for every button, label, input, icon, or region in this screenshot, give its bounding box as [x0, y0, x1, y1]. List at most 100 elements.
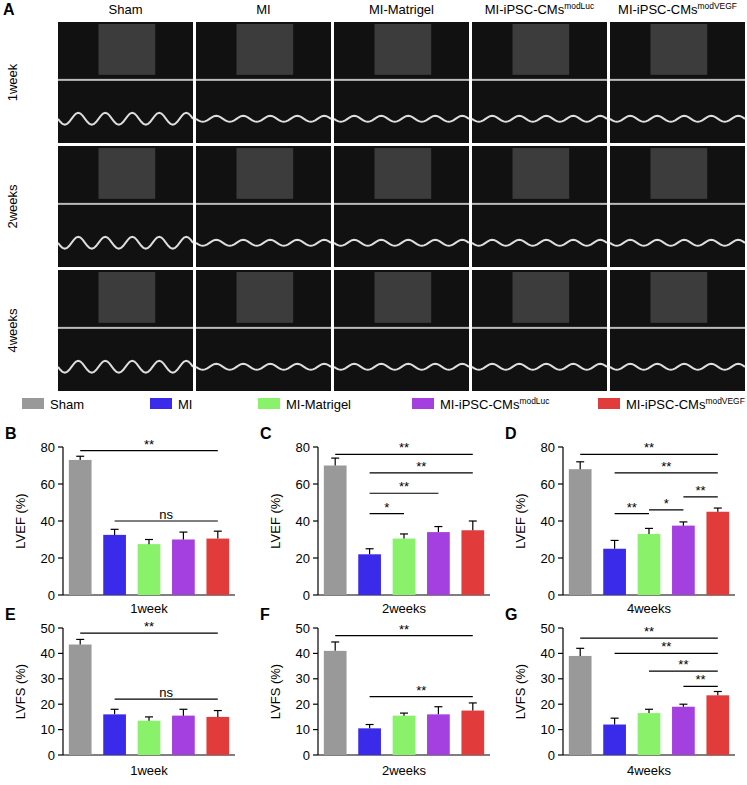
y-tick-label: 40 — [41, 646, 55, 661]
error-bar — [714, 508, 722, 512]
y-tick-label: 10 — [541, 722, 555, 737]
bar — [393, 716, 416, 755]
bar — [672, 526, 695, 595]
y-tick-label: 40 — [296, 646, 310, 661]
error-stem — [369, 549, 370, 555]
error-stem — [438, 707, 439, 715]
label-main: MI-iPSC-CMs — [485, 2, 565, 17]
plot-area — [69, 639, 229, 755]
bar — [706, 512, 729, 595]
error-cap — [469, 520, 477, 521]
echo-image — [472, 22, 607, 143]
y-tick — [58, 754, 63, 755]
label-sup: modLuc — [519, 396, 549, 406]
significance-label: ** — [644, 440, 654, 455]
plot-area — [324, 458, 484, 595]
label: MI — [178, 397, 192, 412]
row-label: 1week — [5, 63, 20, 101]
y-tick-label: 0 — [548, 588, 555, 603]
y-tick-label: 0 — [48, 748, 55, 763]
chart: FLVFS (%)010203040502weeks**** — [260, 606, 490, 778]
echo-mmode — [610, 364, 745, 370]
bar — [172, 540, 195, 596]
bar — [172, 716, 195, 755]
plot-area — [69, 456, 229, 595]
y-tick-label: 30 — [41, 671, 55, 686]
error-bar — [576, 648, 584, 656]
bar — [461, 711, 484, 755]
error-cap — [331, 458, 339, 459]
echo-bmode — [237, 24, 294, 75]
y-tick — [58, 678, 63, 679]
y-tick-label: 20 — [41, 551, 55, 566]
bar — [103, 535, 126, 595]
echo-divider — [58, 79, 193, 81]
echo-bmode — [651, 24, 708, 75]
axis-title: LVEF (%) — [513, 493, 528, 548]
echo-mmode — [472, 116, 607, 122]
y-tick — [313, 704, 318, 705]
error-stem — [183, 532, 184, 539]
label: MI — [256, 2, 270, 17]
error-cap — [434, 526, 442, 527]
error-bar — [145, 540, 153, 545]
y-tick — [313, 729, 318, 730]
bar — [638, 713, 661, 755]
y-axis — [562, 628, 563, 755]
error-bar — [366, 725, 374, 729]
echo-bmode — [375, 148, 432, 199]
y-tick — [558, 483, 563, 484]
error-cap — [366, 724, 374, 725]
chart: ELVFS (%)010203040501week**ns — [5, 606, 235, 778]
label-sup: modLuc — [564, 1, 594, 11]
error-stem — [472, 703, 473, 711]
echo-bmode — [375, 272, 432, 323]
y-tick — [313, 594, 318, 595]
y-tick-label: 0 — [303, 748, 310, 763]
y-tick — [313, 754, 318, 755]
y-tick-label: 20 — [541, 551, 555, 566]
error-bar — [366, 549, 374, 555]
echo-bmode — [513, 24, 570, 75]
y-tick-label: 50 — [41, 621, 55, 636]
echo-mmode — [610, 116, 745, 122]
y-tick-label: 60 — [296, 477, 310, 492]
error-cap — [611, 540, 619, 541]
y-tick-label: 80 — [296, 440, 310, 455]
error-bar — [214, 531, 222, 538]
significance-label: ** — [399, 479, 409, 494]
bar — [569, 469, 592, 595]
panel-label: B — [5, 425, 17, 442]
label: Sham — [109, 2, 143, 17]
echo-image — [58, 270, 193, 391]
y-tick — [558, 729, 563, 730]
bar — [427, 532, 450, 595]
y-tick-label: 20 — [41, 697, 55, 712]
y-tick-label: 20 — [541, 697, 555, 712]
y-tick — [58, 557, 63, 558]
significance-label: ** — [416, 683, 426, 698]
y-tick — [58, 704, 63, 705]
legend-swatch — [258, 398, 280, 409]
echo-image — [472, 146, 607, 267]
echo-mmode — [196, 364, 331, 370]
echo-bmode — [651, 272, 708, 323]
error-stem — [217, 531, 218, 538]
plot-area — [569, 648, 729, 755]
bar — [569, 656, 592, 755]
error-bar — [434, 527, 442, 533]
error-cap — [611, 718, 619, 719]
y-tick — [58, 483, 63, 484]
bar — [358, 728, 381, 755]
y-tick-label: 0 — [548, 748, 555, 763]
y-axis — [62, 628, 63, 755]
error-cap — [434, 706, 442, 707]
error-bar — [679, 522, 687, 526]
y-tick — [58, 627, 63, 628]
bar — [324, 466, 347, 596]
chart: CLVEF (%)0204060802weeks******* — [260, 425, 490, 616]
error-stem — [648, 528, 649, 534]
echo-mmode — [58, 113, 193, 125]
y-tick-label: 60 — [41, 477, 55, 492]
bar — [206, 539, 229, 595]
